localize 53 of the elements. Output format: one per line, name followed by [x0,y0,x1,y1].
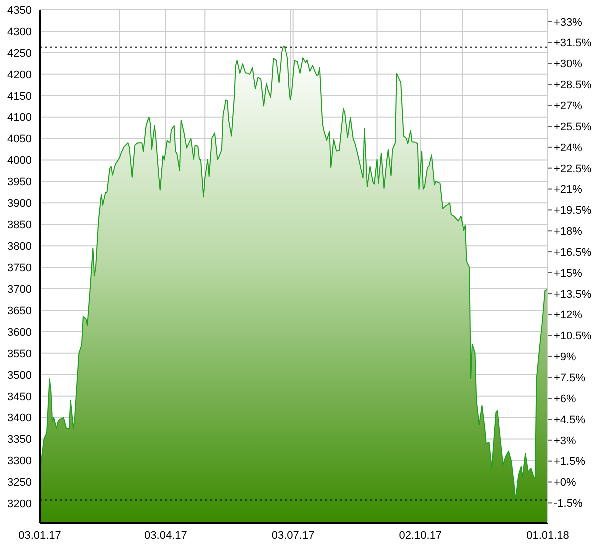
y2-tick-label: +16.5% [554,246,592,259]
y2-tick-label: +28.5% [554,80,592,92]
y-tick-label: 4300 [8,26,32,38]
y2-tick-label: +7.5% [554,372,586,385]
y-tick-label: 3200 [8,498,32,511]
y2-tick-label: +30% [554,58,583,71]
y-tick-label: 3850 [8,220,32,232]
y-tick-label: 3550 [8,348,32,360]
y-tick-label: 3600 [8,326,32,339]
y2-tick-label: +27% [554,100,583,112]
y2-tick-label: +31.5% [554,38,592,50]
y-tick-label: 3800 [8,241,32,254]
y2-tick-label: +9% [554,352,577,364]
y-tick-label: 3750 [8,262,32,274]
y-tick-label: 4250 [8,48,32,60]
y2-tick-label: +12% [554,310,583,322]
y2-tick-label: +15% [554,268,583,280]
y2-tick-label: +18% [554,226,583,238]
y-tick-label: 3450 [8,391,32,404]
y-tick-label: 3700 [8,284,32,296]
y-tick-label: 4100 [8,112,32,124]
y2-tick-label: +33% [554,16,583,29]
y-tick-label: 4200 [8,69,32,82]
y2-tick-label: +19.5% [554,205,592,218]
y2-tick-label: -1.5% [554,498,583,510]
x-tick-label: 03.01.17 [18,530,62,542]
y-tick-label: 4050 [8,134,32,146]
x-tick-label: 03.07.17 [272,530,315,542]
y-tick-label: 3950 [8,176,32,189]
y2-tick-label: +25.5% [554,121,592,134]
y2-tick-label: +10.5% [554,330,592,343]
y-tick-label: 3300 [8,456,32,468]
y2-tick-label: +13.5% [554,288,592,301]
y2-tick-label: +22.5% [554,163,592,176]
y2-tick-label: +3% [554,435,577,448]
y-tick-label: 3400 [8,412,32,425]
y-tick-label: 4150 [8,90,32,103]
y-tick-label: 3900 [8,198,32,210]
x-tick-label: 02.10.17 [399,530,442,542]
y2-tick-label: +1.5% [554,456,586,468]
y2-tick-label: +24% [554,142,583,154]
y2-tick-label: +0% [554,477,577,490]
y-tick-label: 4350 [8,4,32,17]
y2-tick-label: +6% [554,393,577,406]
y-tick-label: 3250 [8,477,32,490]
x-tick-label: 01.01.18 [526,530,570,542]
y-tick-label: 3350 [8,434,32,446]
y-tick-label: 3650 [8,305,32,318]
y2-tick-label: +4.5% [554,414,586,426]
y2-tick-label: +21% [554,184,583,196]
x-tick-label: 03.04.17 [144,530,188,542]
y-tick-label: 4000 [8,155,32,168]
y-tick-label: 3500 [8,370,32,382]
